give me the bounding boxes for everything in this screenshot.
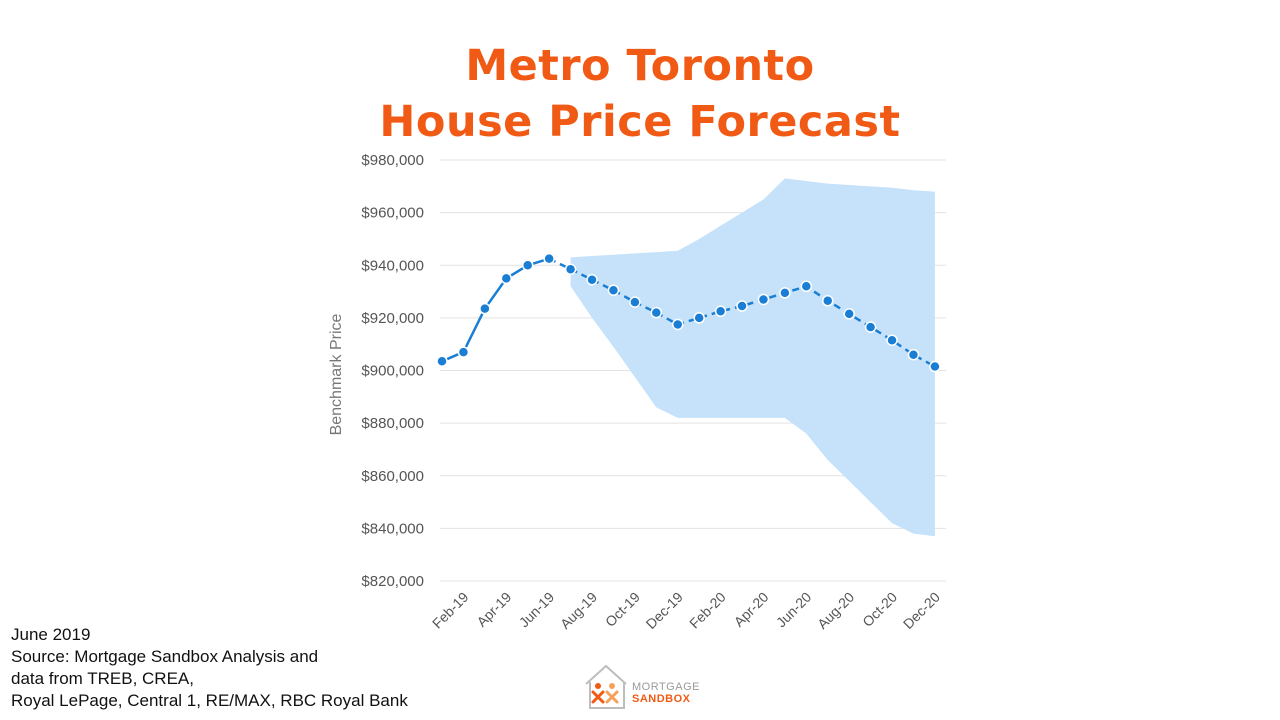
logo-line-2: SANDBOX	[632, 693, 691, 705]
y-tick-label: $920,000	[361, 310, 424, 327]
data-point	[521, 259, 534, 271]
title-line-2: House Price Forecast	[379, 97, 901, 147]
x-tick-label: Oct-20	[859, 589, 900, 630]
x-tick-label: Aug-19	[557, 589, 600, 632]
house-people-logo-icon	[585, 664, 627, 709]
data-point	[436, 355, 448, 368]
y-tick-label: $900,000	[361, 363, 424, 380]
data-point	[650, 306, 663, 319]
chart-title: Metro Toronto House Price Forecast	[0, 38, 1280, 150]
y-tick-label: $860,000	[361, 468, 424, 485]
data-point	[586, 273, 598, 286]
data-point	[479, 302, 491, 315]
source-line-1: Source: Mortgage Sandbox Analysis and	[11, 647, 319, 666]
y-tick-label: $840,000	[361, 520, 424, 537]
data-point	[843, 308, 855, 320]
data-point	[607, 284, 620, 296]
data-point	[886, 334, 898, 346]
y-tick-label: $980,000	[361, 152, 424, 169]
data-point	[821, 295, 834, 307]
y-tick-label: $880,000	[361, 415, 424, 432]
data-point	[929, 360, 941, 373]
data-point	[564, 263, 577, 275]
data-point	[693, 312, 705, 324]
data-point	[500, 272, 513, 285]
data-point	[736, 300, 748, 312]
logo-line-1: MORTGAGE	[632, 681, 700, 693]
data-point	[757, 293, 770, 306]
x-tick-label: Apr-20	[731, 589, 772, 630]
actual-price-line	[441, 257, 550, 363]
data-point	[800, 280, 813, 293]
x-tick-label: Aug-20	[814, 589, 857, 632]
data-point	[629, 296, 641, 308]
source-line-3: Royal LePage, Central 1, RE/MAX, RBC Roy…	[11, 691, 408, 710]
data-point	[907, 348, 920, 361]
data-point	[864, 321, 877, 333]
x-tick-label: Jun-20	[773, 589, 815, 631]
x-tick-label: Feb-20	[686, 589, 729, 632]
source-note: June 2019 Source: Mortgage Sandbox Analy…	[11, 624, 408, 712]
x-tick-label: Dec-20	[900, 589, 943, 632]
x-tick-label: Oct-19	[602, 589, 643, 630]
y-axis-title: Benchmark Price	[328, 313, 345, 435]
data-point	[457, 346, 470, 358]
x-tick-label: Feb-19	[429, 589, 472, 632]
x-tick-label: Jun-19	[516, 589, 558, 631]
y-tick-label: $940,000	[361, 257, 424, 274]
source-line-2: data from TREB, CREA,	[11, 669, 194, 688]
data-point	[714, 305, 727, 318]
x-tick-label: Apr-19	[473, 589, 514, 630]
y-tick-label: $820,000	[361, 573, 424, 590]
title-line-1: Metro Toronto	[465, 41, 815, 91]
x-tick-label: Dec-19	[643, 589, 686, 632]
source-date: June 2019	[11, 625, 91, 644]
y-tick-label: $960,000	[361, 205, 424, 222]
data-point	[671, 318, 684, 331]
data-point	[779, 287, 791, 299]
forecast-band	[570, 178, 935, 537]
mortgage-sandbox-logo: MORTGAGE SANDBOX	[584, 660, 704, 712]
data-point	[543, 252, 555, 265]
